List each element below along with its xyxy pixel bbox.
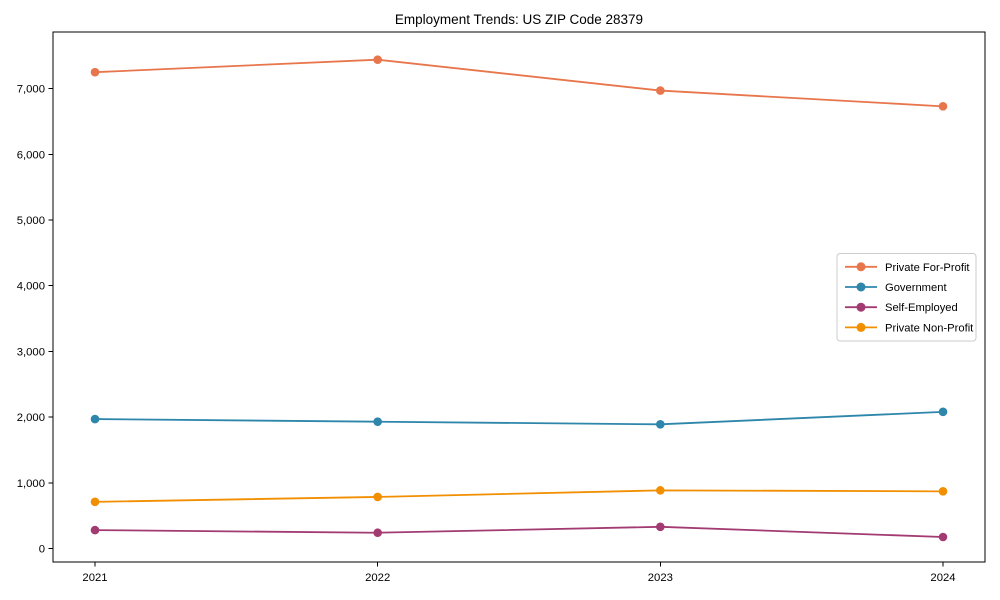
y-axis-tick-label: 1,000 [17,478,45,490]
legend-marker-private-for-profit [856,262,866,272]
legend-marker-self-employed [856,302,866,312]
x-axis-tick-label: 2022 [365,572,390,584]
data-point-private-non-profit [90,497,100,507]
axes-frame [52,31,986,563]
y-axis-tick-label: 4,000 [17,281,45,293]
data-point-self-employed [938,532,948,542]
data-point-self-employed [90,525,100,535]
data-point-government [656,420,665,429]
data-point-private-non-profit [938,487,948,496]
legend-marker-government [856,282,866,292]
series-line-government [94,410,944,426]
data-point-private-for-profit [656,86,665,95]
x-axis-tick-label: 2023 [648,572,673,584]
data-point-private-for-profit [373,55,382,64]
legend-marker-private-non-profit [856,322,866,332]
series-line-self-employed [94,525,944,538]
x-axis-tick-label: 2021 [82,572,107,584]
y-axis-tick-label: 0 [39,544,45,556]
data-point-government [938,407,948,417]
data-point-self-employed [656,522,665,532]
data-point-government [90,414,100,424]
legend-box [836,253,977,342]
y-axis-tick-label: 3,000 [17,346,45,358]
legend-label-self-employed: Self-Employed [885,302,958,314]
x-axis-tick-label: 2024 [930,572,955,584]
y-axis-tick-label: 2,000 [17,412,45,424]
legend-label-government: Government [885,282,947,294]
data-point-private-non-profit [656,486,665,495]
data-point-private-for-profit [938,102,948,111]
series-line-private-for-profit [94,58,944,108]
chart-title: Employment Trends: US ZIP Code 28379 [394,12,644,27]
data-point-private-for-profit [90,67,100,77]
y-axis-tick-label: 7,000 [17,84,45,96]
legend-label-private-non-profit: Private Non-Profit [885,322,974,334]
data-point-private-non-profit [373,492,382,502]
y-axis-tick-label: 6,000 [17,149,45,161]
y-axis-tick-label: 5,000 [17,215,45,227]
data-point-self-employed [373,528,382,538]
data-point-government [373,417,382,426]
legend-label-private-for-profit: Private For-Profit [885,262,970,274]
series-line-private-non-profit [94,489,944,503]
